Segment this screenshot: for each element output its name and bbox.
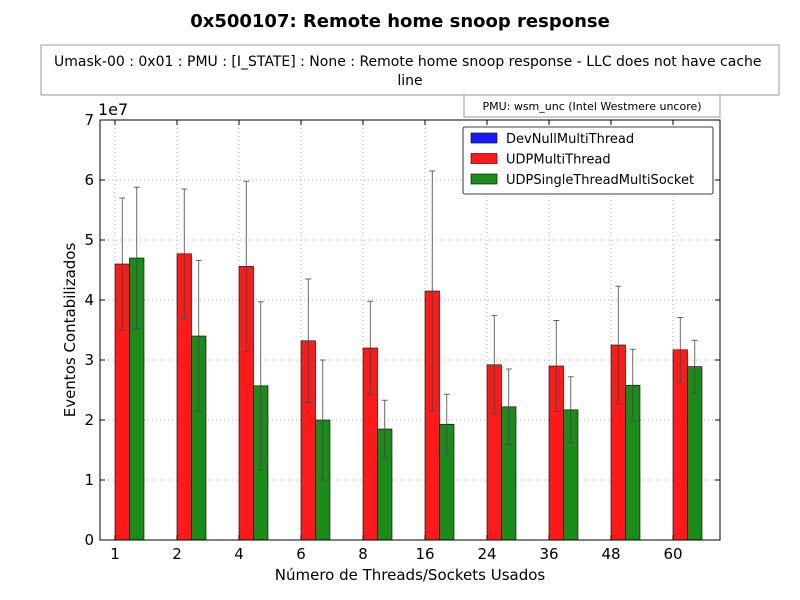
- subtitle-box: [40, 44, 780, 96]
- pmu-annotation: PMU: wsm_unc (Intel Westmere uncore): [482, 100, 701, 113]
- legend: DevNullMultiThread UDPMultiThread UDPSingl…: [462, 126, 714, 195]
- pmu-annotation-box: [463, 94, 721, 118]
- plot-frame: [99, 119, 721, 541]
- x-tick-label: 60: [663, 545, 682, 563]
- chart-subtitle-line-2: line: [397, 73, 422, 89]
- legend-box: [462, 126, 714, 195]
- legend-swatch-UDPSingleThreadMultiSocket: [470, 173, 498, 185]
- y-multiplier-label: 1e7: [98, 100, 128, 119]
- x-axis-label: Número de Threads/Sockets Usados: [275, 566, 546, 584]
- y-tick-label: 2: [84, 411, 94, 429]
- x-tick-label: 24: [477, 545, 496, 563]
- legend-swatch-DevNullMultiThread: [470, 132, 498, 144]
- x-tick-label: 1: [110, 545, 120, 563]
- legend-swatch-UDPMultiThread: [470, 153, 498, 164]
- y-tick-label: 7: [84, 111, 94, 129]
- legend-label-DevNullMultiThread: DevNullMultiThread: [506, 132, 634, 147]
- y-tick-label: 6: [84, 171, 94, 189]
- x-tick-label: 16: [415, 545, 434, 563]
- y-tick-label: 3: [84, 351, 94, 369]
- x-tick-label: 2: [172, 545, 182, 563]
- y-tick-label: 0: [84, 531, 94, 549]
- legend-label-UDPSingleThreadMultiSocket: UDPSingleThreadMultiSocket: [506, 173, 694, 188]
- y-tick-label: 4: [84, 291, 94, 309]
- chart-subtitle: Umask-00 : 0x01 : PMU : [I_STATE] : None…: [54, 54, 766, 89]
- x-tick-label: 6: [296, 545, 306, 563]
- chart-title: 0x500107: Remote home snoop response: [190, 11, 610, 32]
- x-tick-label: 8: [358, 545, 368, 563]
- x-tick-label: 4: [234, 545, 244, 563]
- x-tick-label: 36: [539, 545, 558, 563]
- legend-label-UDPMultiThread: UDPMultiThread: [506, 153, 611, 168]
- y-tick-label: 5: [84, 231, 94, 249]
- y-tick-label: 1: [84, 471, 94, 489]
- y-axis-label: Eventos Contabilizados: [61, 243, 79, 418]
- x-tick-label: 48: [601, 545, 620, 563]
- chart-subtitle-line-1: Umask-00 : 0x01 : PMU : [I_STATE] : None…: [54, 54, 761, 70]
